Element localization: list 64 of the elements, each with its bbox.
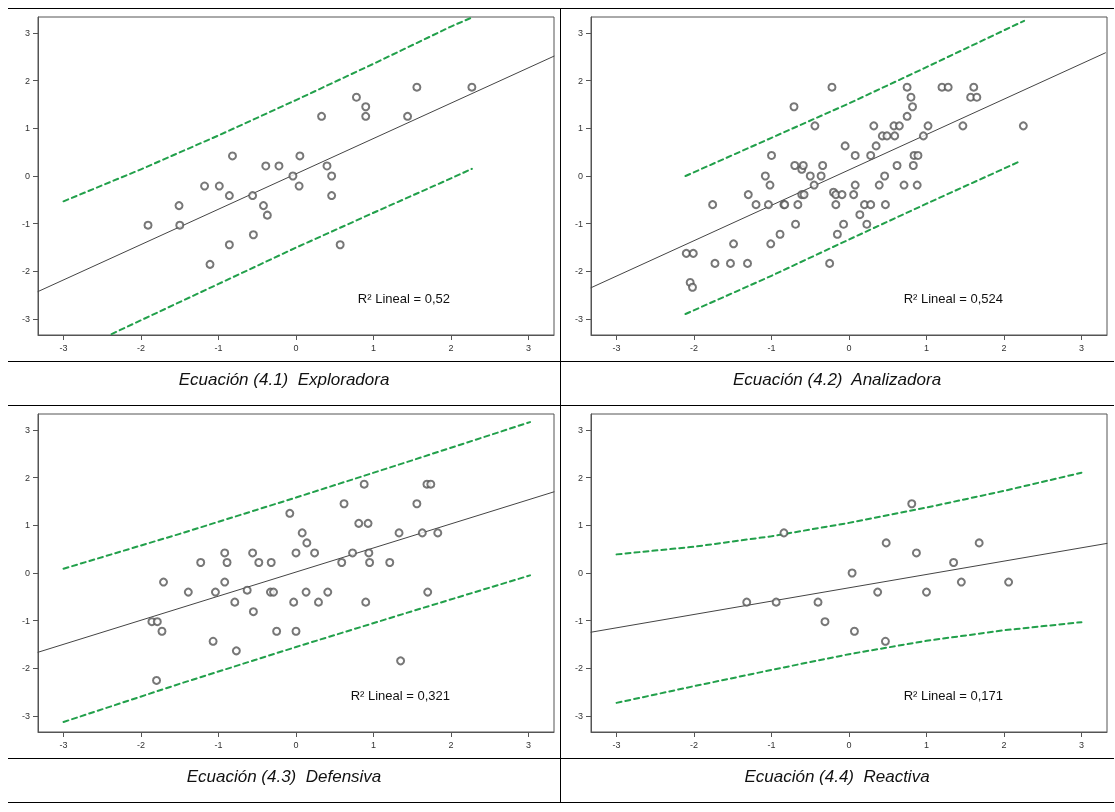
y-tick-label: 0 [577,568,583,578]
y-tick-label: 1 [24,123,30,134]
y-tick-label: -3 [21,314,30,325]
x-tick-label: 1 [923,342,929,353]
y-tick-label: 2 [577,472,583,483]
text: Ecuación (4.1) Exploradora [178,370,390,389]
annotation: R² Lineal = 0,171 [903,688,1003,703]
y-tick-label: 2 [24,472,30,483]
x-tick-label: 3 [525,342,531,353]
x-tick-label: 2 [1001,739,1007,750]
x-tick-label: -3 [59,342,68,353]
x-tick-label: -1 [214,739,223,750]
x-tick-label: 3 [1078,739,1084,750]
y-tick-label: -1 [574,218,583,229]
y-tick-label: -3 [21,711,30,722]
x-tick-label: 1 [923,739,929,750]
y-tick-label: 1 [24,520,30,531]
x-tick-label: -2 [137,342,146,353]
y-tick-label: 1 [577,123,583,134]
x-tick-label: 2 [448,739,454,750]
y-tick-label: 2 [577,75,583,86]
y-tick-label: -2 [574,266,583,277]
x-tick-label: -3 [59,739,68,750]
y-tick-label: -1 [21,218,30,229]
y-tick-label: 0 [24,568,30,578]
y-tick-label: -2 [21,663,30,674]
y-tick-label: -3 [574,314,583,325]
x-tick-label: 1 [370,342,376,353]
x-tick-label: 1 [370,739,376,750]
annotation: R² Lineal = 0,52 [357,291,451,306]
y-tick-label: 0 [24,171,30,181]
x-tick-label: -2 [690,739,699,750]
text: Ecuación (4.4) Reactiva [744,767,930,786]
y-tick-label: 3 [24,27,30,38]
text: Ecuación (4.2) Analizadora [732,370,942,389]
y-tick-label: -1 [574,615,583,626]
y-tick-label: 1 [577,520,583,531]
y-tick-label: -3 [574,711,583,722]
x-tick-label: 0 [846,739,852,750]
x-tick-label: 0 [846,342,852,353]
x-tick-label: 2 [1001,342,1007,353]
x-tick-label: -1 [767,739,776,750]
y-tick-label: 2 [24,75,30,86]
x-tick-label: -3 [612,739,621,750]
text: Ecuación (4.3) Defensiva [186,767,382,786]
x-tick-label: 3 [525,739,531,750]
y-tick-label: 3 [577,27,583,38]
y-tick-label: 3 [577,424,583,435]
y-tick-label: 3 [24,424,30,435]
annotation: R² Lineal = 0,524 [903,291,1003,306]
x-tick-label: -1 [767,342,776,353]
x-tick-label: 0 [293,342,299,353]
y-tick-label: -2 [21,266,30,277]
annotation: R² Lineal = 0,321 [350,688,450,703]
y-tick-label: 0 [577,171,583,181]
x-tick-label: -2 [690,342,699,353]
x-tick-label: -2 [137,739,146,750]
y-tick-label: -1 [21,615,30,626]
x-tick-label: -3 [612,342,621,353]
x-tick-label: -1 [214,342,223,353]
x-tick-label: 2 [448,342,454,353]
x-tick-label: 0 [293,739,299,750]
y-tick-label: -2 [574,663,583,674]
x-tick-label: 3 [1078,342,1084,353]
